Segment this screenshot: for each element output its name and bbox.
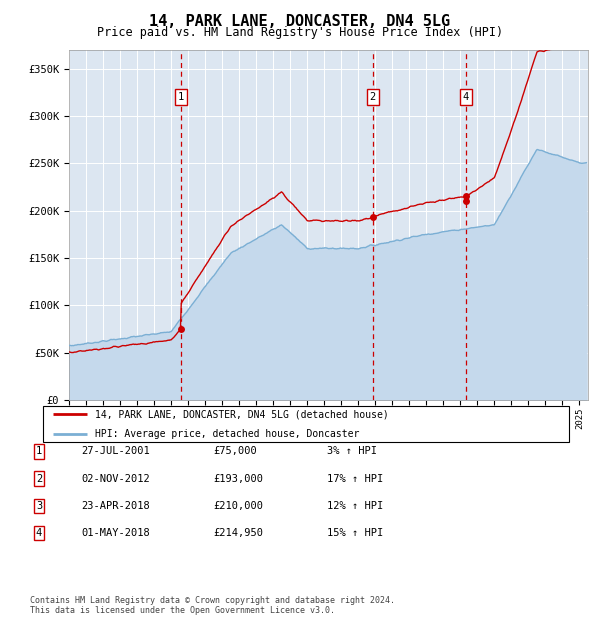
Text: Price paid vs. HM Land Registry's House Price Index (HPI): Price paid vs. HM Land Registry's House … — [97, 26, 503, 39]
Text: 17% ↑ HPI: 17% ↑ HPI — [327, 474, 383, 484]
Text: 14, PARK LANE, DONCASTER, DN4 5LG (detached house): 14, PARK LANE, DONCASTER, DN4 5LG (detac… — [95, 409, 389, 420]
Text: £210,000: £210,000 — [213, 501, 263, 511]
Text: 1: 1 — [36, 446, 42, 456]
Text: 3: 3 — [36, 501, 42, 511]
Text: £75,000: £75,000 — [213, 446, 257, 456]
Text: 1: 1 — [178, 92, 184, 102]
Text: Contains HM Land Registry data © Crown copyright and database right 2024.
This d: Contains HM Land Registry data © Crown c… — [30, 596, 395, 615]
FancyBboxPatch shape — [43, 406, 569, 442]
Text: 4: 4 — [463, 92, 469, 102]
Text: 4: 4 — [36, 528, 42, 538]
Text: 14, PARK LANE, DONCASTER, DN4 5LG: 14, PARK LANE, DONCASTER, DN4 5LG — [149, 14, 451, 29]
Text: £193,000: £193,000 — [213, 474, 263, 484]
Text: 2: 2 — [36, 474, 42, 484]
Text: 02-NOV-2012: 02-NOV-2012 — [81, 474, 150, 484]
Text: 2: 2 — [370, 92, 376, 102]
Text: 27-JUL-2001: 27-JUL-2001 — [81, 446, 150, 456]
Text: 23-APR-2018: 23-APR-2018 — [81, 501, 150, 511]
Text: 01-MAY-2018: 01-MAY-2018 — [81, 528, 150, 538]
Text: 15% ↑ HPI: 15% ↑ HPI — [327, 528, 383, 538]
Text: £214,950: £214,950 — [213, 528, 263, 538]
Text: 12% ↑ HPI: 12% ↑ HPI — [327, 501, 383, 511]
Text: 3% ↑ HPI: 3% ↑ HPI — [327, 446, 377, 456]
Text: HPI: Average price, detached house, Doncaster: HPI: Average price, detached house, Donc… — [95, 428, 359, 439]
